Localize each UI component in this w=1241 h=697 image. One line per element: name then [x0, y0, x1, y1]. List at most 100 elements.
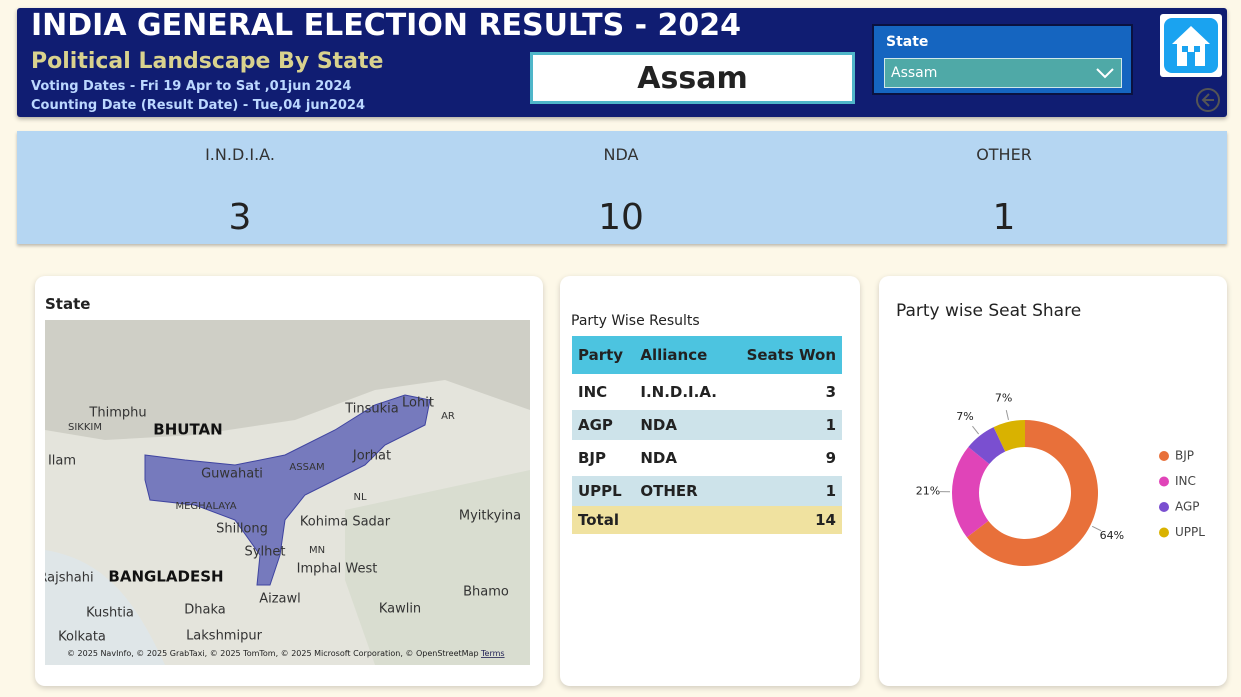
kpi-value: 3: [228, 197, 252, 238]
leader-line: [972, 425, 980, 435]
page-title: INDIA GENERAL ELECTION RESULTS - 2024: [31, 8, 742, 43]
legend-label: AGP: [1175, 500, 1200, 514]
chart-title: Party wise Seat Share: [896, 301, 1082, 321]
slicer-value: Assam: [891, 65, 938, 81]
donut-slice: [952, 446, 990, 538]
data-label: 64%: [1100, 529, 1124, 542]
data-label: 21%: [916, 484, 940, 497]
map-label: MEGHALAYA: [175, 501, 236, 512]
table-cell: 3: [825, 383, 836, 401]
table-cell: 9: [825, 449, 836, 467]
map-label: BANGLADESH: [108, 568, 223, 586]
slicer-dropdown[interactable]: Assam: [884, 58, 1122, 88]
table-cell: 1: [825, 416, 836, 434]
map-label: Lohit: [402, 396, 434, 411]
kpi-band: I.N.D.I.A. 3 NDA 10 OTHER 1: [17, 131, 1227, 244]
data-label: 7%: [995, 391, 1012, 404]
map-attribution: © 2025 NavInfo, © 2025 GrabTaxi, © 2025 …: [67, 649, 479, 658]
map-label: Rajshahi: [45, 571, 94, 586]
home-button[interactable]: [1160, 14, 1222, 77]
map-label: Ilam: [48, 454, 76, 469]
counting-date: Counting Date (Result Date) - Tue,04 jun…: [31, 98, 366, 113]
donut-card: Party wise Seat Share 64% 21% 7% 7% BJP INC AG…: [879, 276, 1227, 686]
voting-dates: Voting Dates - Fri 19 Apr to Sat ,01jun …: [31, 79, 352, 94]
legend-marker: [1159, 476, 1169, 487]
table-cell: NDA: [640, 416, 677, 434]
map-label: Kushtia: [86, 606, 134, 621]
data-label: 7%: [956, 410, 973, 423]
map-label: ASSAM: [289, 462, 324, 473]
kpi-label: I.N.D.I.A.: [205, 145, 275, 164]
table-cell: NDA: [640, 449, 677, 467]
kpi-value: 1: [992, 197, 1016, 238]
home-icon: [1164, 18, 1218, 73]
table-cell: BJP: [578, 449, 607, 467]
table-row: UPPL OTHER 1: [572, 476, 842, 506]
kpi-label: OTHER: [976, 145, 1032, 164]
kpi-value: 10: [598, 197, 644, 238]
map-label: Sylhet: [245, 545, 286, 560]
leader-line: [1091, 525, 1102, 532]
map-label: Kawlin: [379, 602, 421, 617]
back-button[interactable]: [1195, 88, 1223, 114]
map-label: Kohima Sadar: [300, 515, 391, 530]
map-label: Lakshmipur: [186, 629, 263, 644]
assam-region: [144, 394, 431, 586]
map-label: Thimphu: [88, 406, 146, 421]
water: [45, 550, 165, 665]
map-label: Guwahati: [201, 467, 263, 482]
total-row: Total 14: [572, 506, 842, 534]
table-cell: INC: [578, 383, 608, 401]
terrain: [45, 320, 530, 440]
dropdown-arrow: [1096, 68, 1114, 79]
map-card: State BHUTAN Thimphu SIKKIM Guwahati ASSAM Ti…: [35, 276, 543, 686]
map-label: Dhaka: [184, 603, 225, 618]
table-card: Party Wise Results Party Alliance Seats Wo…: [560, 276, 860, 686]
table-row: INC I.N.D.I.A. 3: [572, 374, 842, 410]
donut-slice: [966, 420, 1098, 566]
donut-slice: [968, 427, 1006, 464]
results-table: Party Alliance Seats Won INC I.N.D.I.A. 3 AGP N…: [572, 336, 842, 534]
leader-line: [1005, 409, 1009, 420]
selected-state: Assam: [530, 52, 855, 104]
table-row: BJP NDA 9: [572, 440, 842, 476]
map-label: NL: [353, 492, 366, 503]
total-value: 14: [815, 511, 836, 529]
table-cell: AGP: [578, 416, 613, 434]
legend-label: BJP: [1175, 449, 1194, 463]
legend-label: INC: [1175, 474, 1196, 488]
map-label: Imphal West: [297, 562, 378, 577]
map-label: Shillong: [216, 522, 268, 537]
kpi-label: NDA: [603, 145, 639, 164]
map-label: MN: [309, 545, 325, 556]
map-title: State: [45, 295, 91, 313]
column-header: Alliance: [640, 346, 708, 364]
slicer-label: State: [886, 34, 929, 50]
map-terms: Terms: [480, 649, 505, 658]
legend-label: UPPL: [1175, 525, 1205, 539]
total-spacer: [634, 506, 731, 534]
column-header: Seats Won: [746, 346, 836, 364]
map-label: Bhamo: [463, 585, 509, 600]
map-label: Tinsukia: [344, 402, 399, 417]
donut-slice: [993, 420, 1025, 452]
legend-marker: [1159, 527, 1169, 538]
map-label: AR: [441, 411, 455, 422]
map-label: Myitkyina: [459, 509, 521, 524]
table-title: Party Wise Results: [571, 313, 700, 329]
page-subtitle: Political Landscape By State: [31, 49, 384, 74]
table-row: AGP NDA 1: [572, 410, 842, 440]
state-slicer[interactable]: State Assam: [872, 24, 1133, 95]
header-row: Party Alliance Seats Won: [572, 336, 842, 374]
legend-marker: [1159, 502, 1169, 512]
legend-marker: [1159, 451, 1169, 461]
table-cell: UPPL: [578, 482, 622, 500]
header: INDIA GENERAL ELECTION RESULTS - 2024 Po…: [17, 8, 1227, 117]
column-header: Party: [578, 346, 624, 364]
table-cell: OTHER: [640, 482, 698, 500]
table-cell: 1: [825, 482, 836, 500]
terrain: [345, 470, 530, 665]
map-label: SIKKIM: [68, 422, 102, 433]
